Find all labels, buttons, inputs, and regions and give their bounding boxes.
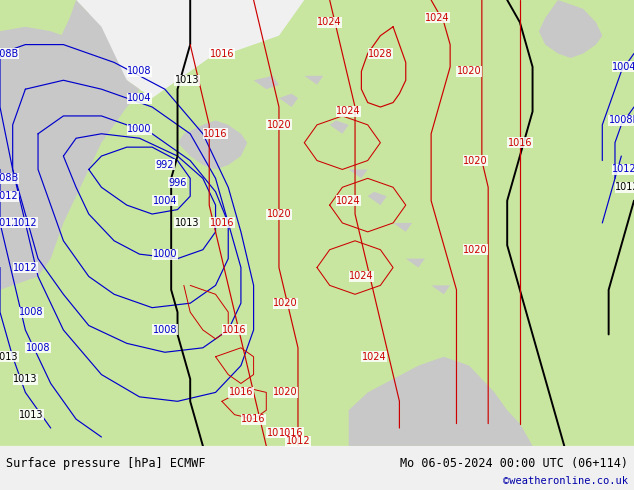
Text: 992: 992 (155, 160, 174, 170)
Text: 1012: 1012 (286, 437, 310, 446)
Text: 1008: 1008 (127, 66, 152, 76)
Text: 1012: 1012 (13, 218, 37, 228)
Text: 1012: 1012 (612, 165, 634, 174)
Text: 1008: 1008 (153, 325, 177, 335)
Text: 1020: 1020 (273, 388, 297, 397)
Text: 1016: 1016 (280, 427, 304, 438)
Text: 1020: 1020 (457, 66, 481, 76)
Text: 996: 996 (169, 178, 186, 188)
Text: 1016: 1016 (267, 427, 291, 438)
Text: 1020: 1020 (267, 209, 291, 219)
Text: 1012: 1012 (13, 263, 37, 272)
Text: 1008B: 1008B (609, 115, 634, 125)
Text: 1013: 1013 (13, 374, 37, 384)
Text: 1016: 1016 (229, 388, 253, 397)
Text: 1008: 1008 (20, 307, 44, 317)
Text: 1008B: 1008B (0, 173, 19, 183)
Text: 1020: 1020 (463, 155, 488, 166)
Text: 1016: 1016 (242, 414, 266, 424)
Text: 1020: 1020 (273, 298, 297, 308)
Text: 1000: 1000 (153, 249, 177, 259)
Text: 1008: 1008 (26, 343, 50, 353)
Text: 1000: 1000 (127, 124, 152, 134)
Text: 1016: 1016 (223, 325, 247, 335)
Text: 1016: 1016 (204, 129, 228, 139)
Text: 1013: 1013 (0, 352, 18, 362)
Text: 1004: 1004 (153, 196, 177, 206)
Text: 1004: 1004 (127, 93, 152, 103)
Text: 1013: 1013 (175, 218, 199, 228)
Text: 1012: 1012 (0, 218, 18, 228)
Text: 1024: 1024 (318, 17, 342, 27)
Text: Mo 06-05-2024 00:00 UTC (06+114): Mo 06-05-2024 00:00 UTC (06+114) (399, 457, 628, 470)
Text: 1024: 1024 (337, 106, 361, 117)
Text: 1024: 1024 (362, 352, 386, 362)
Text: 1020: 1020 (463, 245, 488, 255)
Text: 1008B: 1008B (0, 49, 19, 58)
Text: Surface pressure [hPa] ECMWF: Surface pressure [hPa] ECMWF (6, 457, 206, 470)
Text: 1004: 1004 (612, 62, 634, 72)
Text: 1028: 1028 (368, 49, 392, 58)
Text: 1013: 1013 (20, 410, 44, 420)
Text: 1016: 1016 (210, 49, 234, 58)
Text: 1012: 1012 (0, 191, 18, 201)
Text: 1024: 1024 (349, 271, 373, 281)
Text: 1016: 1016 (210, 218, 234, 228)
Text: 1016: 1016 (508, 138, 532, 147)
Text: 1013: 1013 (175, 75, 199, 85)
Text: ©weatheronline.co.uk: ©weatheronline.co.uk (503, 476, 628, 486)
Text: 1020: 1020 (267, 120, 291, 130)
Text: 1024: 1024 (337, 196, 361, 206)
Text: 1024: 1024 (425, 13, 450, 23)
Text: 1012: 1012 (616, 182, 634, 192)
